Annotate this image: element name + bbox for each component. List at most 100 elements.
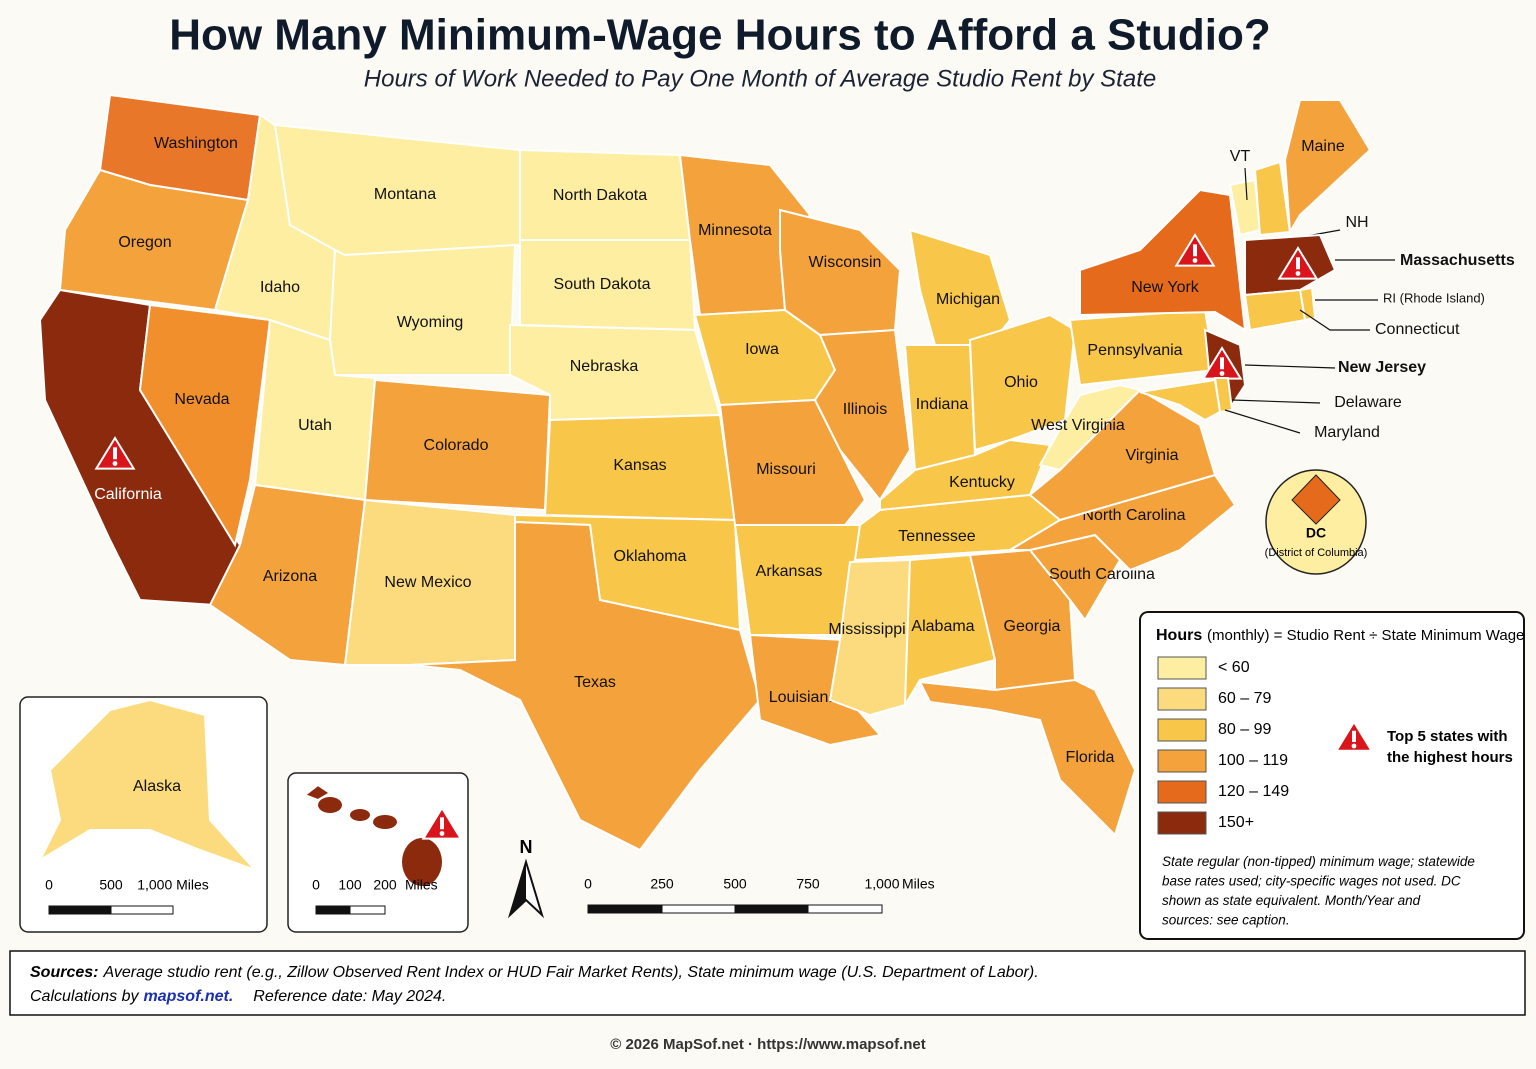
dc-sublabel: (District of Columbia) (1265, 547, 1368, 559)
state-label: Indiana (916, 396, 969, 413)
north-label: N (520, 837, 533, 857)
legend-box (1139, 611, 1525, 940)
state-label: Alabama (911, 618, 974, 635)
state-label: Arkansas (756, 563, 823, 580)
state (779, 208, 902, 337)
legend-swatch (1157, 749, 1207, 773)
line: the highest hours (1387, 749, 1513, 766)
state (918, 678, 1137, 837)
scale-segment (734, 904, 809, 914)
scale-segment (349, 905, 386, 915)
state-label: Hawaii (334, 851, 382, 868)
island (350, 809, 370, 821)
warning-icon-dot (1295, 271, 1301, 276)
state-label: California (94, 486, 162, 503)
state-label: Illinois (843, 401, 887, 418)
legend-warning-note: Top 5 states with the highest hours (1387, 728, 1513, 766)
state-label: Nebraska (570, 358, 639, 375)
state-label: Arizona (263, 568, 317, 585)
state-label: Oklahoma (614, 548, 687, 565)
state-label: Kansas (613, 457, 666, 474)
footer: © 2026 MapSof.net · https://www.mapsof.n… (610, 1036, 926, 1053)
state-label: Georgia (1004, 618, 1061, 635)
calc-label: Calculations by (30, 988, 140, 1005)
state (903, 553, 997, 709)
line: sources: see caption. (1162, 912, 1290, 927)
state-label: West Virginia (1031, 417, 1125, 434)
state-label: Kentucky (949, 474, 1015, 491)
state-label: New Jersey (1338, 359, 1426, 376)
state-label: Wisconsin (809, 254, 882, 271)
state-label: North Carolina (1082, 507, 1185, 524)
state-label: Connecticut (1375, 321, 1460, 338)
legend-warning-icon-mark (1352, 730, 1356, 742)
warning-icon-dot (439, 831, 445, 836)
legend-note: State regular (non-tipped) minimum wage;… (1162, 854, 1475, 928)
warning-icon-dot (1192, 258, 1198, 263)
state-label: Delaware (1334, 394, 1402, 411)
state (138, 303, 272, 548)
scale-label: 0 (45, 877, 53, 893)
state-label: Ohio (1004, 374, 1038, 391)
state-label: Virginia (1125, 447, 1178, 464)
legend-swatch (1157, 687, 1207, 711)
legend-label: 60 – 79 (1218, 690, 1271, 707)
legend-swatch (1157, 811, 1207, 835)
warning-icon-dot (112, 461, 118, 466)
sources-label: Sources: (30, 964, 98, 981)
state (1253, 160, 1292, 237)
scale-segment (48, 905, 112, 915)
state-label: Tennessee (898, 528, 975, 545)
legend-label: 120 – 149 (1218, 783, 1289, 800)
state-label: Colorado (424, 437, 489, 454)
island (373, 815, 397, 829)
warning-icon-mark (1296, 257, 1300, 270)
line: base rates used; city-specific wages not… (1162, 873, 1461, 888)
state-label: South Dakota (554, 276, 651, 293)
legend-swatch (1157, 718, 1207, 742)
state-label: Massachusetts (1400, 252, 1515, 269)
scale-segment (110, 905, 174, 915)
state-label: Maryland (1314, 424, 1380, 441)
scale-label: 0 (584, 876, 592, 892)
scale-label: 1,000 Miles (137, 877, 209, 893)
state-label: Iowa (745, 341, 779, 358)
state (37, 698, 256, 871)
state-label: Nevada (174, 391, 229, 408)
state (302, 783, 332, 802)
leader-line (1244, 167, 1248, 201)
scale-label: 750 (796, 876, 820, 892)
dc-label: DC (1306, 525, 1326, 541)
legend-label: 150+ (1218, 814, 1254, 831)
state (1243, 288, 1307, 332)
legend-label: < 60 (1218, 659, 1250, 676)
reference-date: Reference date: May 2024. (253, 988, 446, 1005)
state (1038, 383, 1142, 472)
scale-label: Miles (405, 877, 438, 893)
scale-segment (315, 905, 351, 915)
state-label: Mississippi (828, 621, 905, 638)
state-label: Florida (1066, 749, 1115, 766)
state-label: New York (1131, 279, 1200, 296)
warning-icon-dot (1219, 371, 1225, 376)
legend-label: 100 – 119 (1218, 752, 1288, 769)
state (1283, 99, 1372, 236)
state-label: VT (1230, 148, 1251, 165)
state-label: Montana (374, 186, 436, 203)
state-label: NH (1345, 214, 1368, 231)
state-label: Maine (1301, 138, 1345, 155)
warning-icon-mark (113, 447, 117, 460)
state-label: North Dakota (553, 187, 647, 204)
subtitle: Hours of Work Needed to Pay One Month of… (364, 65, 1156, 92)
island (318, 797, 342, 813)
state-label: Idaho (260, 279, 300, 296)
sources-text: Average studio rent (e.g., Zillow Observ… (102, 964, 1038, 981)
warning-icon-mark (1220, 357, 1224, 370)
calc-line: Calculations by mapsof.net. Reference date… (30, 988, 446, 1005)
state-label: Michigan (936, 291, 1000, 308)
line: State regular (non-tipped) minimum wage;… (1162, 854, 1475, 869)
leader-line (1231, 399, 1321, 404)
state-label: Washington (154, 135, 238, 152)
north-arrow-half (510, 862, 526, 915)
site-link: mapsof.net. (144, 988, 234, 1005)
